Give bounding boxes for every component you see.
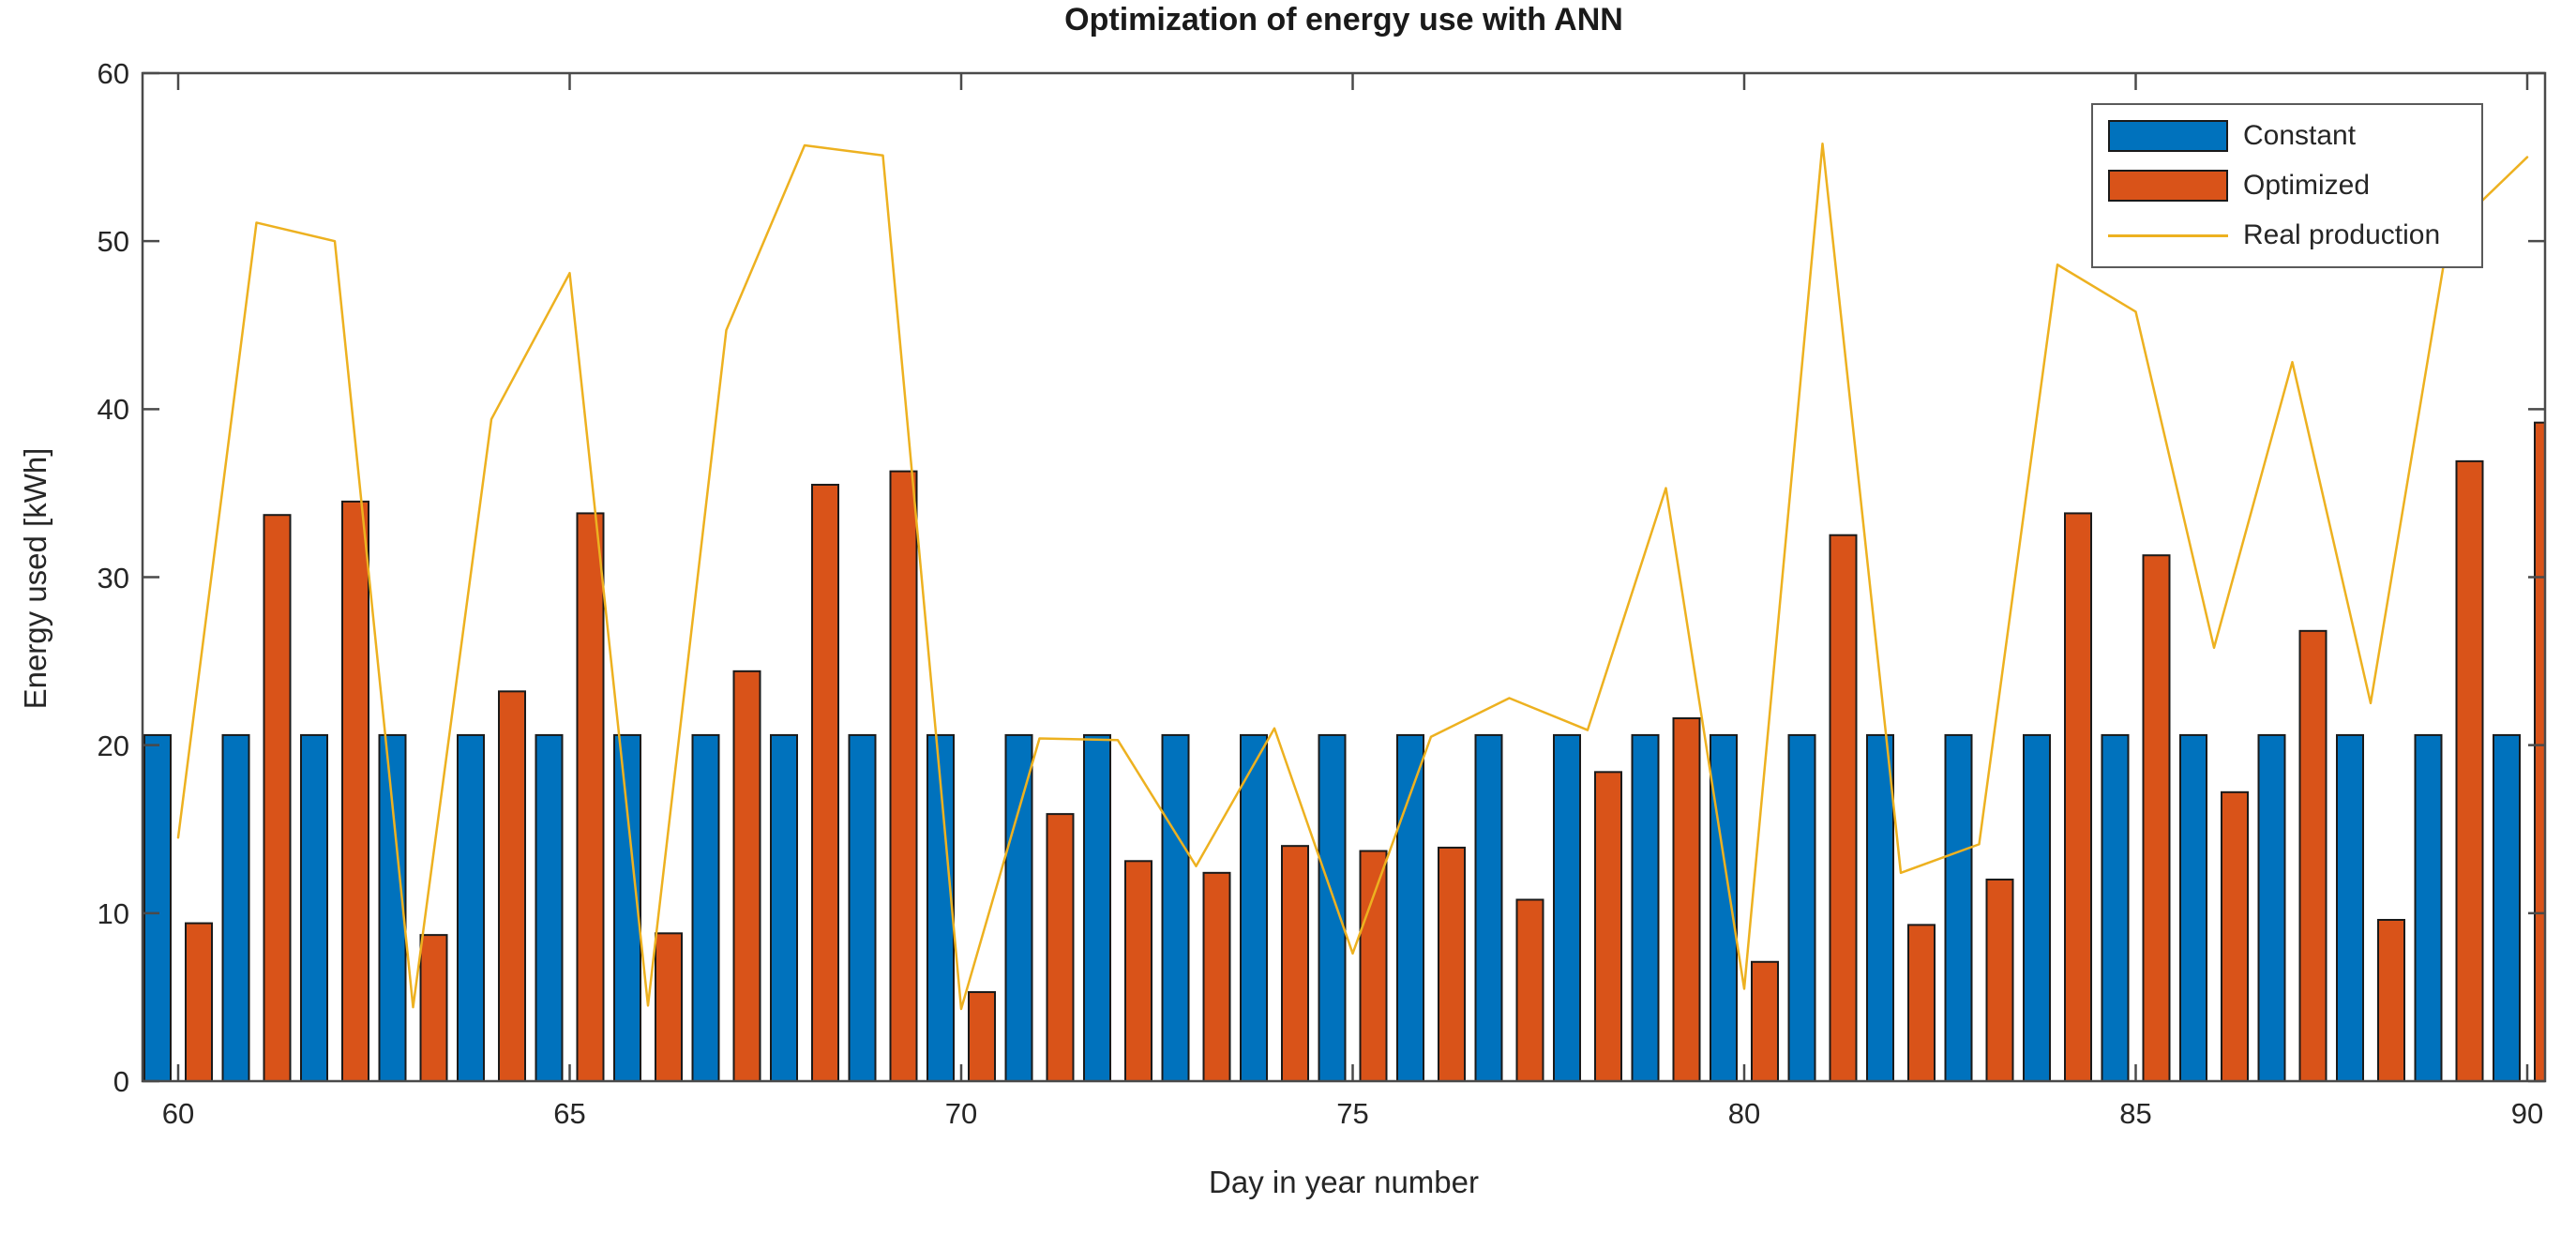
y-tick-label: 20 (97, 729, 129, 762)
y-tick-label: 50 (97, 225, 129, 259)
constant-swatch-icon (2108, 119, 2228, 152)
legend-label: Real production (2243, 219, 2441, 251)
legend-item-optimized: Optimized (2108, 165, 2481, 206)
y-tick-label: 40 (97, 393, 129, 427)
y-tick-label: 10 (97, 896, 129, 930)
legend: Constant Optimized Real production (2091, 103, 2483, 268)
optimized-swatch-icon (2108, 169, 2228, 202)
chart-title: Optimization of energy use with ANN (1064, 2, 1623, 38)
y-tick-label: 60 (97, 57, 129, 90)
x-tick-label: 90 (2510, 1097, 2544, 1130)
legend-item-real-production: Real production (2108, 215, 2481, 256)
y-tick-label: 0 (113, 1065, 129, 1098)
x-axis-label: Day in year number (1209, 1165, 1479, 1199)
x-tick-label: 75 (1336, 1097, 1369, 1130)
x-tick-label: 70 (944, 1097, 978, 1130)
x-tick-label: 60 (161, 1097, 195, 1130)
x-tick-label: 85 (2119, 1097, 2152, 1130)
y-tick-label: 30 (97, 561, 129, 594)
x-tick-label: 80 (1727, 1097, 1761, 1130)
real-production-line-icon (2108, 233, 2228, 237)
legend-label: Optimized (2243, 169, 2371, 201)
x-tick-label: 65 (553, 1097, 586, 1130)
legend-item-constant: Constant (2108, 115, 2481, 157)
legend-label: Constant (2243, 119, 2357, 151)
